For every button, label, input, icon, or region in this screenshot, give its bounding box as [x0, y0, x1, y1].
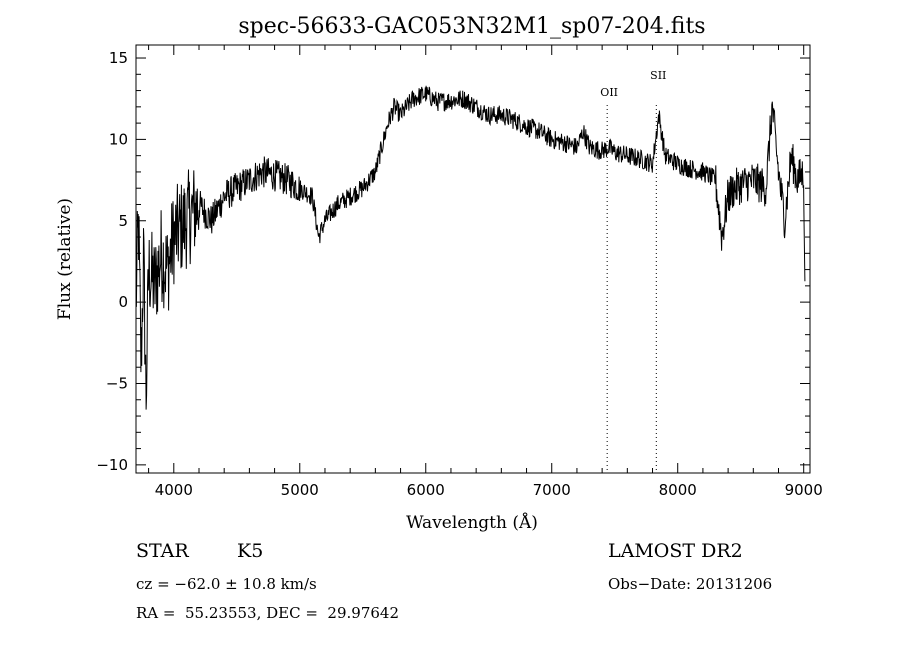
y-tick-label: 5	[118, 212, 128, 230]
object-subclass: K5	[237, 540, 264, 562]
redshift-velocity: cz = −62.0 ± 10.8 km/s	[136, 575, 317, 593]
y-tick-label: 15	[109, 49, 128, 67]
x-tick-label: 5000	[281, 481, 319, 499]
chart-title: spec-56633-GAC053N32M1_sp07-204.fits	[238, 14, 705, 39]
object-class: STAR	[136, 540, 189, 562]
y-axis-label: Flux (relative)	[55, 198, 75, 320]
y-tick-label: −5	[106, 374, 128, 392]
emission-line-label: SII	[650, 69, 666, 82]
coordinates: RA = 55.23553, DEC = 29.97642	[136, 604, 400, 622]
survey-name: LAMOST DR2	[608, 540, 743, 562]
y-tick-label: 0	[118, 293, 128, 311]
emission-line-label: OII	[600, 86, 618, 99]
y-tick-label: 10	[109, 130, 128, 148]
x-axis-label: Wavelength (Å)	[406, 512, 538, 533]
x-tick-label: 9000	[785, 481, 823, 499]
spectrum-line	[135, 85, 806, 410]
x-tick-label: 4000	[155, 481, 193, 499]
y-tick-label: −10	[96, 456, 128, 474]
plot-frame	[135, 44, 811, 474]
x-tick-label: 7000	[533, 481, 571, 499]
emission-line-markers: OII SII	[600, 69, 666, 473]
x-tick-label: 6000	[407, 481, 445, 499]
observation-date: Obs−Date: 20131206	[608, 575, 773, 593]
x-tick-label: 8000	[659, 481, 697, 499]
axis-tick-labels: 4000 5000 6000 7000 8000 9000 −10 −5 0 5 10 15	[96, 49, 822, 499]
